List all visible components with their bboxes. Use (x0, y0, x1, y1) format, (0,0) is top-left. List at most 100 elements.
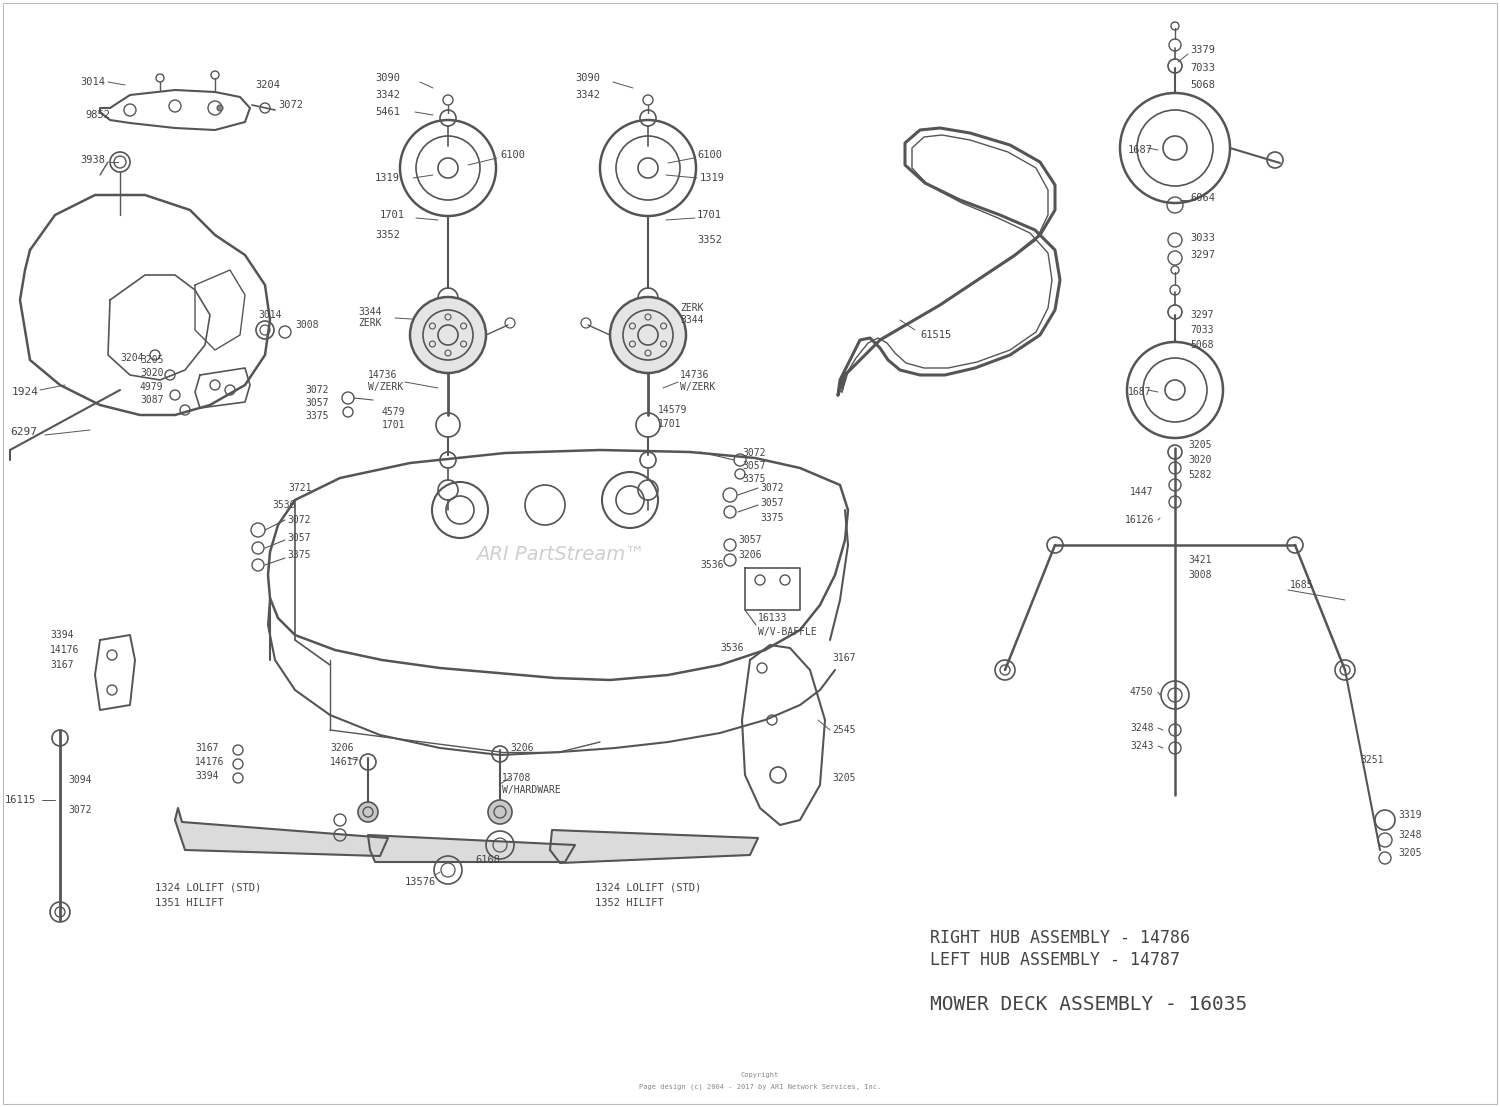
Text: LEFT HUB ASSEMBLY - 14787: LEFT HUB ASSEMBLY - 14787 (930, 951, 1180, 969)
Circle shape (610, 297, 686, 373)
Text: 1324 LOLIFT (STD): 1324 LOLIFT (STD) (154, 883, 261, 893)
Text: 1352 HILIFT: 1352 HILIFT (596, 898, 663, 908)
Text: 3014: 3014 (258, 310, 282, 320)
Text: 6297: 6297 (10, 427, 38, 437)
Text: 1319: 1319 (700, 173, 724, 183)
Text: 9852: 9852 (86, 110, 109, 120)
Text: 3204: 3204 (255, 80, 280, 90)
Text: 3421: 3421 (1188, 555, 1212, 565)
Text: 3375: 3375 (286, 550, 310, 560)
Text: 3094: 3094 (68, 775, 92, 785)
Text: 3057: 3057 (742, 461, 765, 470)
Text: 5068: 5068 (1190, 80, 1215, 90)
Text: 3352: 3352 (375, 230, 400, 240)
Text: Page design (c) 2004 - 2017 by ARI Network Services, Inc.: Page design (c) 2004 - 2017 by ARI Netwo… (639, 1084, 880, 1090)
Text: 3721: 3721 (288, 483, 312, 493)
Text: 7033: 7033 (1190, 63, 1215, 73)
Text: 3057: 3057 (760, 498, 783, 508)
Text: 4750: 4750 (1130, 687, 1154, 697)
Text: 3205: 3205 (833, 773, 855, 783)
Text: ZERK: ZERK (680, 303, 703, 313)
Text: 1701: 1701 (382, 420, 405, 430)
Text: 3008: 3008 (296, 320, 318, 330)
Text: 3167: 3167 (833, 653, 855, 663)
Text: 3297: 3297 (1190, 310, 1214, 320)
Text: 3938: 3938 (80, 155, 105, 165)
Text: 3167: 3167 (50, 660, 74, 670)
Text: 3057: 3057 (304, 399, 328, 408)
Text: 16115: 16115 (4, 795, 36, 805)
Text: 1701: 1701 (658, 420, 681, 430)
Text: 3090: 3090 (375, 73, 400, 83)
Text: 1701: 1701 (380, 210, 405, 220)
Text: 16133: 16133 (758, 613, 788, 623)
Text: 3033: 3033 (1190, 232, 1215, 244)
Text: 6100: 6100 (500, 151, 525, 161)
Text: 3072: 3072 (304, 385, 328, 395)
Text: 3090: 3090 (574, 73, 600, 83)
Text: 3205: 3205 (1188, 439, 1212, 451)
Text: W/V-BAFFLE: W/V-BAFFLE (758, 627, 816, 637)
Text: 3243: 3243 (1130, 741, 1154, 751)
Text: 6064: 6064 (1190, 193, 1215, 203)
Text: 14617: 14617 (330, 757, 360, 767)
Text: 3342: 3342 (574, 90, 600, 100)
Text: 14176: 14176 (50, 645, 80, 655)
Text: 6168: 6168 (476, 855, 500, 865)
Text: 3087: 3087 (140, 395, 164, 405)
Text: 1685: 1685 (1290, 580, 1314, 590)
Text: 3379: 3379 (1190, 45, 1215, 55)
Text: 3206: 3206 (510, 743, 534, 753)
Text: 3375: 3375 (742, 474, 765, 484)
Text: 3008: 3008 (1188, 570, 1212, 580)
Text: 3057: 3057 (738, 535, 762, 545)
Text: Copyright: Copyright (741, 1072, 778, 1078)
Text: 3344: 3344 (680, 315, 703, 325)
Text: 3394: 3394 (195, 770, 219, 782)
Circle shape (488, 800, 512, 824)
Polygon shape (368, 835, 574, 862)
Circle shape (410, 297, 486, 373)
Text: 1924: 1924 (12, 387, 39, 397)
Text: 3072: 3072 (68, 805, 92, 815)
Text: W/HARDWARE: W/HARDWARE (503, 785, 561, 795)
Text: 3167: 3167 (195, 743, 219, 753)
Text: 3072: 3072 (742, 448, 765, 458)
Text: 3205: 3205 (1398, 848, 1422, 858)
Text: 3072: 3072 (760, 483, 783, 493)
Text: 4579: 4579 (382, 407, 405, 417)
Text: 14176: 14176 (195, 757, 225, 767)
Circle shape (217, 105, 223, 111)
Text: 3072: 3072 (286, 515, 310, 525)
Text: 1324 LOLIFT (STD): 1324 LOLIFT (STD) (596, 883, 700, 893)
Polygon shape (176, 808, 388, 856)
Text: 3375: 3375 (760, 513, 783, 523)
Text: 3297: 3297 (1190, 250, 1215, 260)
Text: 3248: 3248 (1398, 830, 1422, 840)
Text: 3342: 3342 (375, 90, 400, 100)
Text: 3205: 3205 (140, 355, 164, 365)
Text: 3014: 3014 (80, 77, 105, 87)
Text: 3206: 3206 (330, 743, 354, 753)
Text: 3020: 3020 (140, 368, 164, 377)
Text: 1351 HILIFT: 1351 HILIFT (154, 898, 224, 908)
Text: 5282: 5282 (1188, 470, 1212, 480)
Text: 3072: 3072 (278, 100, 303, 110)
Text: 1319: 1319 (375, 173, 400, 183)
Text: 3536: 3536 (700, 560, 723, 570)
Text: 3375: 3375 (304, 411, 328, 421)
Text: 3248: 3248 (1130, 723, 1154, 733)
Text: 16126: 16126 (1125, 515, 1155, 525)
Text: 5461: 5461 (375, 107, 400, 117)
Polygon shape (550, 830, 758, 863)
Text: 3344: 3344 (358, 307, 381, 317)
Text: 3352: 3352 (698, 235, 721, 245)
Text: 3536: 3536 (272, 500, 296, 510)
Text: 14736: 14736 (680, 370, 710, 380)
Text: RIGHT HUB ASSEMBLY - 14786: RIGHT HUB ASSEMBLY - 14786 (930, 929, 1190, 946)
Text: 5068: 5068 (1190, 340, 1214, 350)
Text: ZERK: ZERK (358, 318, 381, 328)
Text: 1687: 1687 (1128, 145, 1154, 155)
Text: 2545: 2545 (833, 725, 855, 735)
Text: 14736: 14736 (368, 370, 398, 380)
